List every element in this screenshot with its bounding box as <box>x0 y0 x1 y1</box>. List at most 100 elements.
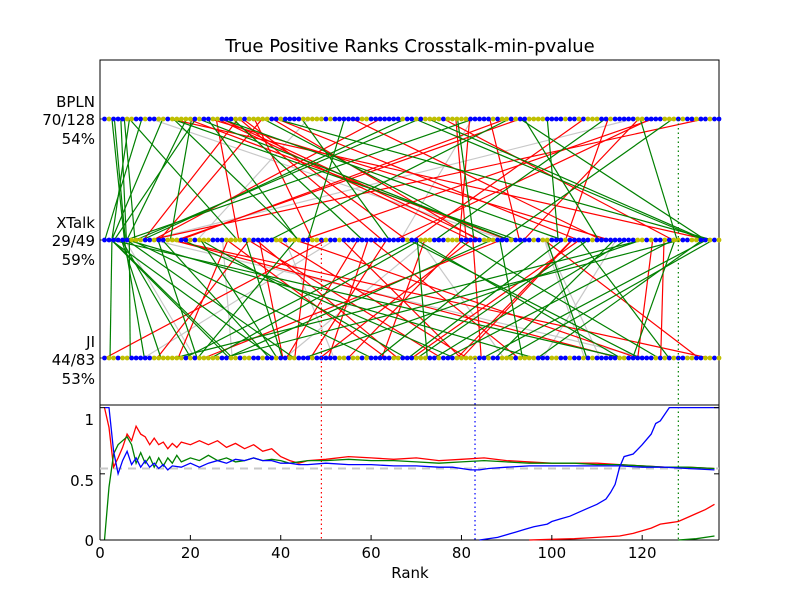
true-positive-dot <box>391 237 397 243</box>
true-positive-dot <box>612 116 618 122</box>
true-positive-dot <box>418 116 424 122</box>
true-positive-dot <box>328 355 333 361</box>
red-link <box>272 118 479 241</box>
true-positive-dot <box>522 237 528 243</box>
green-link <box>111 239 234 359</box>
x-axis-label: Rank <box>391 564 429 582</box>
true-positive-dot <box>648 355 654 361</box>
negative-dot <box>273 355 279 361</box>
negative-dot <box>296 237 302 243</box>
negative-dot <box>328 116 333 122</box>
true-positive-dot <box>102 116 107 122</box>
grey-link <box>222 239 233 359</box>
red-link <box>413 118 585 241</box>
negative-dot <box>590 237 595 243</box>
green-link <box>225 239 492 359</box>
true-positive-dot <box>513 237 519 243</box>
negative-dot <box>337 355 342 361</box>
true-positive-dot <box>300 237 306 243</box>
grey-link <box>284 239 428 359</box>
negative-dot <box>314 237 320 243</box>
negative-dot <box>264 116 270 122</box>
row-count-bpln: 70/128 <box>42 111 95 129</box>
negative-dot <box>169 237 175 243</box>
true-positive-dot <box>368 116 374 122</box>
true-positive-dot <box>694 355 699 361</box>
negative-dot <box>246 237 252 243</box>
x-tick-label: 80 <box>452 544 471 562</box>
green-link <box>182 239 455 359</box>
negative-dot <box>300 116 306 122</box>
y-tick-labels: 1 0.5 0 <box>70 411 94 550</box>
true-positive-dot <box>644 116 650 122</box>
green-link <box>169 118 193 241</box>
negative-dot <box>526 116 532 122</box>
negative-dot <box>233 237 238 243</box>
true-positive-dot <box>341 116 347 122</box>
true-positive-dot <box>115 116 121 122</box>
green-link <box>269 118 510 241</box>
red-link <box>489 118 521 241</box>
negative-dot <box>490 237 496 243</box>
green-link <box>198 118 510 241</box>
negative-dot <box>562 237 568 243</box>
true-positive-dot <box>599 116 604 122</box>
true-positive-dot <box>133 355 139 361</box>
true-positive-dot <box>549 237 555 243</box>
green-link <box>131 239 373 359</box>
true-positive-dot <box>657 116 663 122</box>
negative-dot <box>364 355 369 361</box>
true-positive-dot <box>522 116 528 122</box>
true-positive-dot <box>355 237 360 243</box>
negative-dot <box>703 355 708 361</box>
row-label-ji: JI 44/83 53% <box>52 333 95 388</box>
green-link <box>500 118 673 241</box>
true-positive-dot <box>395 116 401 122</box>
negative-dot <box>463 116 469 122</box>
row-label-bpln: BPLN 70/128 54% <box>42 93 95 148</box>
true-positive-dot <box>332 116 338 122</box>
green-link <box>307 118 346 241</box>
negative-dot <box>666 116 672 122</box>
red-link <box>411 239 580 359</box>
true-positive-dot <box>513 355 519 361</box>
true-positive-dot <box>377 116 383 122</box>
negative-dot <box>675 237 681 243</box>
true-positive-dot <box>273 116 279 122</box>
true-positive-dot <box>260 237 266 243</box>
green-link <box>546 239 588 359</box>
negative-dot <box>178 116 184 122</box>
negative-dot <box>133 237 139 243</box>
negative-dot <box>590 116 595 122</box>
negative-dot <box>215 355 220 361</box>
green-link <box>113 118 197 241</box>
true-positive-dot <box>409 355 415 361</box>
green-link <box>222 239 680 359</box>
negative-dot <box>246 116 252 122</box>
negative-dot <box>151 355 157 361</box>
y-tick-label: 0 <box>84 532 94 550</box>
negative-dot <box>106 355 112 361</box>
true-positive-dot <box>341 237 347 243</box>
negative-dot <box>549 355 555 361</box>
true-positive-dot <box>400 237 406 243</box>
negative-dot <box>680 116 686 122</box>
negative-dot <box>499 116 505 122</box>
green-link <box>414 118 704 241</box>
true-positive-dot <box>490 355 496 361</box>
negative-dot <box>639 116 645 122</box>
green-link <box>171 118 518 241</box>
negative-dot <box>608 116 613 122</box>
true-positive-dot <box>644 237 650 243</box>
red-link <box>242 118 408 241</box>
row-name-ji: JI <box>85 333 95 351</box>
true-positive-dot <box>395 237 401 243</box>
true-positive-dot <box>657 237 663 243</box>
true-positive-dot <box>346 116 351 122</box>
negative-dot <box>215 116 220 122</box>
negative-dot <box>169 355 175 361</box>
green-link <box>303 239 642 359</box>
true-positive-dot <box>644 355 650 361</box>
negative-dot <box>106 116 112 122</box>
negative-dot <box>350 355 356 361</box>
